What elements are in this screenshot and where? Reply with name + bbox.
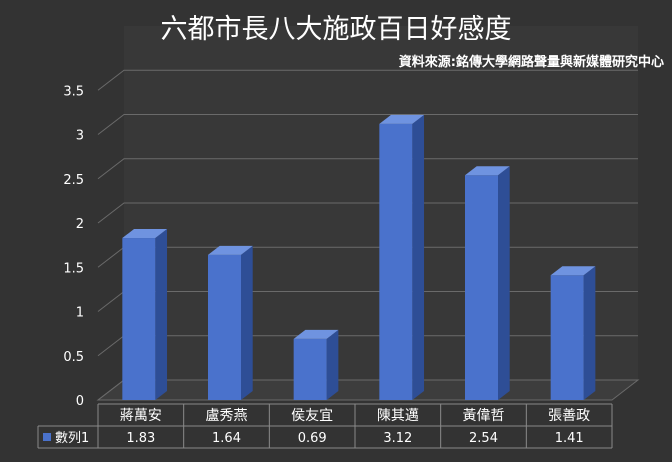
bar-side	[412, 114, 425, 400]
chart-subtitle: 資料來源:銘傳大學網路聲量與新媒體研究中心	[399, 54, 664, 70]
y-tick-label: 2.5	[63, 173, 84, 188]
y-axis-ticks: 0 0.5 1 1.5 2 2.5 3 3.5	[63, 84, 84, 409]
value-label: 3.12	[383, 431, 412, 446]
data-table: 數列1 蔣萬安 1.83 盧秀燕 1.64 侯友宜 0.69 陳其邁 3.12 黃偉哲 2.54 張…	[37, 403, 613, 449]
category-label: 侯友宜	[291, 408, 333, 424]
bar	[379, 114, 425, 400]
bar-top	[293, 329, 339, 339]
value-label: 1.83	[126, 431, 155, 446]
y-tick-label: 0.5	[63, 350, 84, 365]
y-tick-label: 1	[76, 306, 84, 321]
bar-side	[326, 329, 339, 400]
bar-top	[208, 245, 253, 255]
category-label: 蔣萬安	[120, 408, 162, 424]
bar-front	[550, 275, 584, 400]
value-label: 2.54	[469, 431, 498, 446]
bar-front	[122, 238, 156, 400]
legend-swatch	[43, 433, 51, 441]
chart-title: 六都市長八大施政百日好感度	[161, 14, 512, 45]
gridline	[97, 158, 638, 180]
bar-side	[155, 229, 168, 400]
bar-top	[465, 166, 510, 176]
category-label: 盧秀燕	[206, 408, 248, 424]
bar-side	[241, 245, 253, 400]
bar-top	[122, 229, 168, 239]
y-tick-label: 1.5	[63, 261, 84, 276]
bar-front	[293, 338, 327, 400]
bar	[293, 329, 339, 400]
bar-front	[208, 254, 241, 400]
value-label: 1.64	[212, 431, 241, 446]
bar	[550, 266, 596, 400]
bar	[208, 245, 253, 400]
bars	[122, 114, 596, 400]
bar-side	[498, 166, 510, 400]
bar-side	[583, 266, 596, 400]
bar-top	[379, 114, 425, 124]
y-tick-label: 3.5	[63, 84, 84, 99]
y-tick-label: 0	[76, 394, 84, 409]
category-label: 黃偉哲	[463, 408, 505, 424]
y-tick-label: 3	[76, 129, 84, 144]
bar	[122, 229, 168, 400]
bar-front	[379, 123, 413, 400]
value-label: 0.69	[298, 431, 327, 446]
y-tick-label: 2	[76, 217, 84, 232]
category-label: 陳其邁	[377, 408, 419, 424]
bar-top	[550, 266, 596, 276]
category-label: 張善政	[548, 408, 590, 424]
legend-label: 數列1	[55, 431, 89, 446]
value-label: 1.41	[555, 431, 584, 446]
gridline	[97, 114, 638, 135]
gridline	[97, 69, 638, 91]
bar	[465, 166, 510, 400]
bar-front	[465, 175, 498, 400]
